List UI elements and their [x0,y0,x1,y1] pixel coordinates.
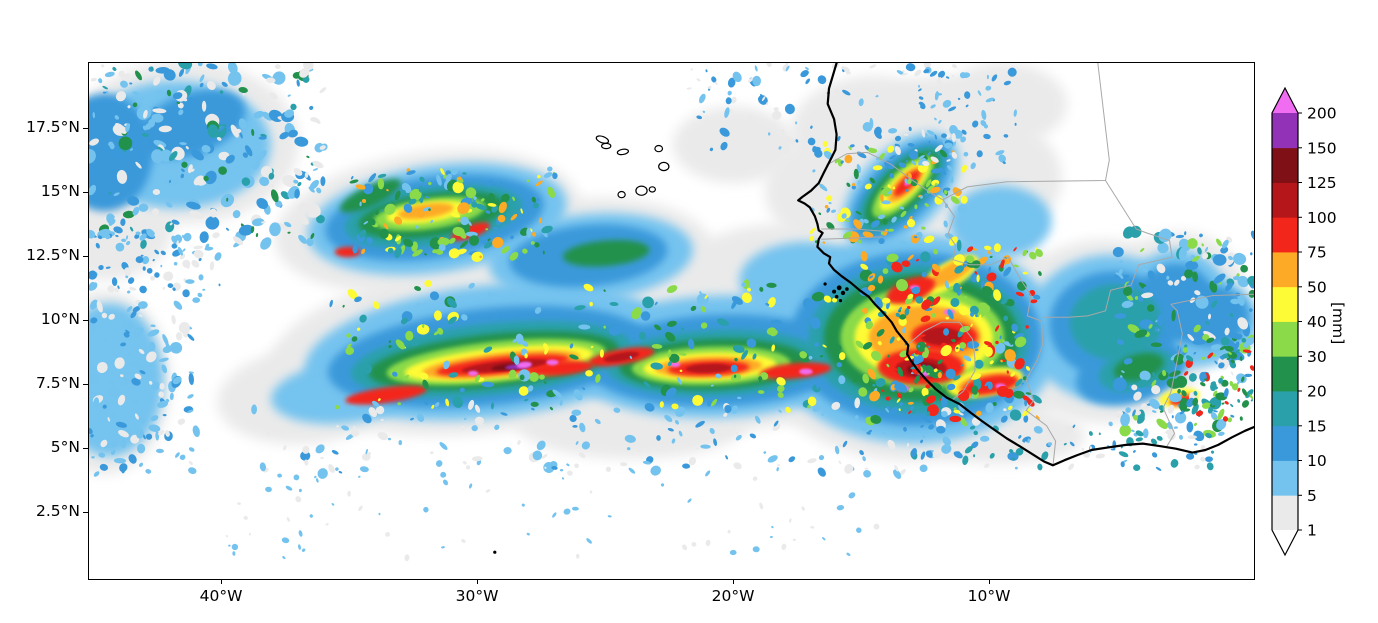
colorbar-under-arrow [1272,530,1298,555]
x-tick-mark [477,579,478,584]
colorbar-segment [1272,113,1298,149]
colorbar-segment [1272,391,1298,427]
colorbar-tick-label: 125 [1307,174,1337,192]
x-tick-label: 10°W [967,587,1011,605]
island [595,135,610,144]
y-tick-mark [83,320,88,321]
country-border [1025,379,1057,466]
colorbar-over-arrow [1272,88,1298,113]
island [834,294,839,299]
x-tick-mark [989,579,990,584]
country-border [821,228,888,233]
y-tick-label: 7.5°N [36,374,80,392]
colorbar-segment [1272,425,1298,461]
y-tick-mark [83,448,88,449]
island [616,148,630,156]
y-tick-mark [83,128,88,129]
island [823,282,827,286]
colorbar-unit-label: [mm] [1329,302,1347,345]
island [845,287,849,291]
country-border [826,151,944,201]
colorbar-segment [1272,252,1298,288]
colorbar-tick-label: 50 [1307,278,1327,296]
colorbar-tick-label: 15 [1307,417,1327,435]
country-border [942,199,1042,322]
island [648,186,657,193]
precip-field-layer [89,63,1254,475]
y-tick-label: 10°N [40,310,80,328]
y-tick-mark [83,512,88,513]
colorbar-segment [1272,321,1298,357]
precipitation-map [89,63,1254,562]
y-tick-label: 5°N [50,438,80,456]
island [840,290,846,296]
colorbar-tick-label: 5 [1307,487,1317,505]
colorbar-segment [1272,286,1298,322]
y-tick-mark [83,192,88,193]
island [838,299,843,303]
island [635,185,648,196]
island [836,285,842,291]
colorbar-segment [1272,495,1298,531]
colorbar-tick-label: 75 [1307,244,1327,262]
precip-speckle-layer [89,63,1254,562]
map-plot [88,62,1255,580]
colorbar-tick-label: 20 [1307,383,1327,401]
country-border [1025,320,1044,381]
island [658,161,670,172]
country-border [1170,293,1254,305]
y-tick-label: 2.5°N [36,502,80,520]
island [617,190,626,199]
country-border [1042,180,1173,318]
colorbar-tick-label: 150 [1307,139,1337,157]
colorbar-segment [1272,356,1298,392]
colorbar-tick-label: 40 [1307,313,1327,331]
y-tick-label: 15°N [40,182,80,200]
colorbar-segment [1272,460,1298,496]
y-tick-mark [83,384,88,385]
country-border [951,358,976,401]
colorbar-tick-label: 10 [1307,452,1327,470]
x-tick-label: 40°W [199,587,243,605]
y-tick-mark [83,256,88,257]
island [654,144,664,153]
colorbar-tick-label: 30 [1307,348,1327,366]
colorbar-tick-label: 200 [1307,105,1337,123]
colorbar-tick-label: 1 [1307,522,1317,540]
country-border [1162,304,1183,447]
x-tick-mark [221,579,222,584]
x-tick-label: 30°W [455,587,499,605]
country-border [821,236,883,240]
coastline [797,63,1254,467]
colorbar-tick-label: 100 [1307,209,1337,227]
y-tick-label: 17.5°N [26,118,80,136]
y-tick-label: 12.5°N [26,246,80,264]
country-border [906,321,976,359]
island [832,289,837,294]
x-tick-mark [733,579,734,584]
country-border [942,63,1110,201]
colorbar-segment [1272,147,1298,183]
colorbar-segment [1272,182,1298,218]
colorbar-segment [1272,217,1298,253]
island [601,142,612,150]
island [493,550,497,554]
x-tick-label: 20°W [711,587,755,605]
